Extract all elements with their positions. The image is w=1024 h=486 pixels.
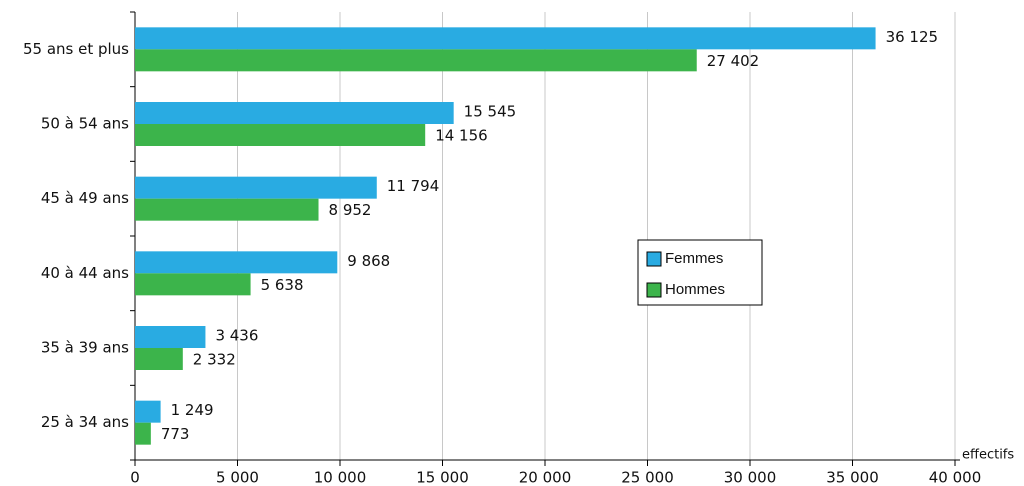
x-tick-label: 5 000 <box>216 469 259 486</box>
value-label: 14 156 <box>435 127 488 145</box>
bar <box>135 176 377 199</box>
bar <box>135 198 319 221</box>
bar <box>135 27 876 50</box>
x-tick-label: 40 000 <box>929 469 982 486</box>
y-tick-label: 45 à 49 ans <box>41 189 129 207</box>
y-tick-label: 35 à 39 ans <box>41 339 129 357</box>
value-label: 3 436 <box>215 327 258 345</box>
x-tick-label: 10 000 <box>314 469 367 486</box>
y-tick-label: 40 à 44 ans <box>41 264 129 282</box>
bar <box>135 49 697 72</box>
value-label: 1 249 <box>171 401 214 419</box>
bar <box>135 273 251 296</box>
x-tick-label: 25 000 <box>621 469 674 486</box>
x-tick-label: 35 000 <box>826 469 879 486</box>
value-label: 15 545 <box>464 103 517 121</box>
value-label: 8 952 <box>329 201 372 219</box>
x-tick-label: 15 000 <box>416 469 469 486</box>
legend-swatch <box>646 251 662 267</box>
y-tick-label: 55 ans et plus <box>23 40 129 58</box>
bar <box>135 348 183 370</box>
bar <box>135 326 206 348</box>
x-tick-label: 0 <box>130 469 140 486</box>
bar <box>135 400 161 423</box>
y-tick-label: 50 à 54 ans <box>41 115 129 133</box>
x-tick-label: 20 000 <box>519 469 572 486</box>
legend: Femmes Hommes <box>637 239 763 306</box>
legend-label: Hommes <box>665 281 725 298</box>
value-label: 11 794 <box>387 177 440 195</box>
value-label: 36 125 <box>886 28 939 46</box>
value-label: 27 402 <box>707 52 760 70</box>
value-label: 9 868 <box>347 252 390 270</box>
value-label: 773 <box>161 425 190 443</box>
value-label: 5 638 <box>261 276 304 294</box>
bar <box>135 251 338 274</box>
legend-swatch <box>646 282 662 298</box>
x-tick-label: 30 000 <box>724 469 777 486</box>
x-axis-label: effectifs <box>962 448 1014 463</box>
bar <box>135 124 426 146</box>
value-label: 2 332 <box>193 351 236 369</box>
bar <box>135 102 454 124</box>
legend-label: Femmes <box>665 250 723 267</box>
bar <box>135 422 151 445</box>
y-tick-label: 25 à 34 ans <box>41 413 129 431</box>
